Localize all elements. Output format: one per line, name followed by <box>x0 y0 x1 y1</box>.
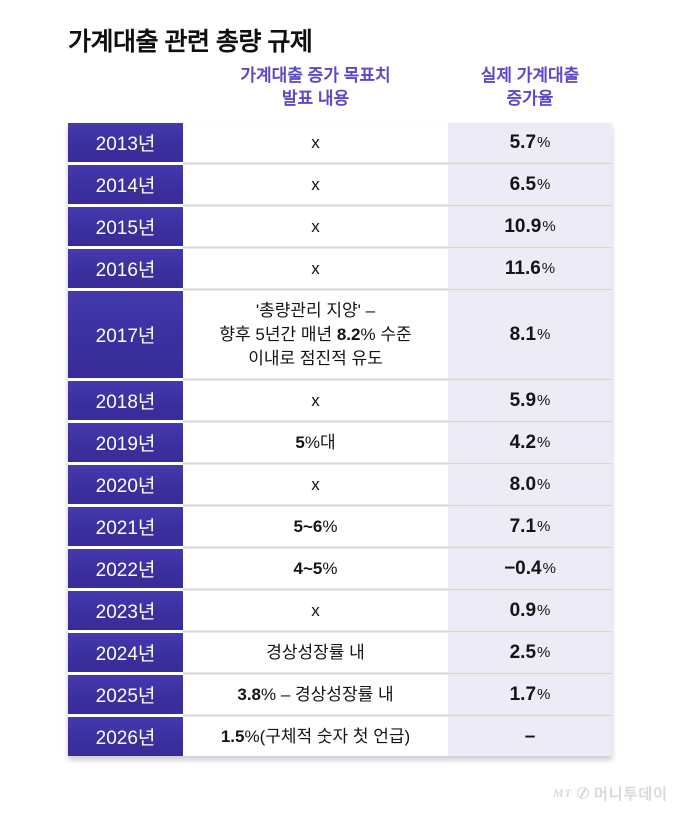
target-cell: 3.8% – 경상성장률 내 <box>183 675 448 714</box>
target-line: 5%대 <box>295 432 336 452</box>
regulation-table: 2013년 x 5.7% 2014년 x 6.5% 2015년 x 10.9% 2016년 x 11.… <box>68 123 612 756</box>
target-line: 3.8% – 경상성장률 내 <box>237 684 394 704</box>
table-row: 2015년 x 10.9% <box>68 207 612 246</box>
target-line: x <box>311 600 320 620</box>
table-row: 2022년 4~5% −0.4% <box>68 549 612 588</box>
column-header-actual-line2: 증가율 <box>506 89 554 108</box>
column-header-target-line1: 가계대출 증가 목표치 <box>240 66 391 85</box>
table-row: 2023년 x 0.9% <box>68 591 612 630</box>
row-divider <box>68 588 612 591</box>
row-divider <box>68 672 612 675</box>
target-line: x <box>311 390 320 410</box>
target-line: 1.5%(구체적 숫자 첫 언급) <box>220 726 411 746</box>
actual-rate-cell: −0.4% <box>448 549 612 588</box>
row-divider <box>68 246 612 249</box>
actual-rate-cell: 7.1% <box>448 507 612 546</box>
row-divider <box>68 462 612 465</box>
actual-rate-cell: 10.9% <box>448 207 612 246</box>
year-cell: 2021년 <box>68 507 183 546</box>
column-header-target-line2: 발표 내용 <box>281 89 350 108</box>
target-cell: 5%대 <box>183 423 448 462</box>
target-cell: x <box>183 591 448 630</box>
moneytoday-circle-icon <box>575 785 591 801</box>
table-row: 2025년 3.8% – 경상성장률 내 1.7% <box>68 675 612 714</box>
column-header-actual: 실제 가계대출 증가율 <box>448 64 612 110</box>
year-cell: 2015년 <box>68 207 183 246</box>
row-divider <box>68 504 612 507</box>
year-cell: 2018년 <box>68 381 183 420</box>
year-cell: 2019년 <box>68 423 183 462</box>
year-cell: 2017년 <box>68 291 183 378</box>
year-cell: 2022년 <box>68 549 183 588</box>
table-row: 2020년 x 8.0% <box>68 465 612 504</box>
target-line: x <box>311 216 320 236</box>
moneytoday-logo: MT 머니투데이 <box>553 783 668 803</box>
actual-rate-cell: 6.5% <box>448 165 612 204</box>
target-line: x <box>311 132 320 152</box>
target-line: x <box>311 174 320 194</box>
row-divider <box>68 378 612 381</box>
year-cell: 2026년 <box>68 717 183 756</box>
year-cell: 2023년 <box>68 591 183 630</box>
actual-rate-cell: 5.9% <box>448 381 612 420</box>
actual-rate-cell: 11.6% <box>448 249 612 288</box>
target-line: x <box>311 258 320 278</box>
target-cell: x <box>183 249 448 288</box>
target-line: x <box>311 474 320 494</box>
actual-rate-cell: 1.7% <box>448 675 612 714</box>
page-title: 가계대출 관련 총량 규제 <box>68 28 313 56</box>
row-divider <box>68 714 612 717</box>
target-cell: 경상성장률 내 <box>183 633 448 672</box>
target-cell: x <box>183 123 448 162</box>
table-row: 2016년 x 11.6% <box>68 249 612 288</box>
actual-rate-cell: 2.5% <box>448 633 612 672</box>
target-line: 4~5% <box>293 558 338 578</box>
year-cell: 2025년 <box>68 675 183 714</box>
actual-rate-cell: – <box>448 717 612 756</box>
row-divider <box>68 546 612 549</box>
year-cell: 2013년 <box>68 123 183 162</box>
row-divider <box>68 204 612 207</box>
target-cell: x <box>183 465 448 504</box>
table-row: 2021년 5~6% 7.1% <box>68 507 612 546</box>
target-line: 이내로 점진적 유도 <box>248 348 383 368</box>
target-cell: x <box>183 381 448 420</box>
moneytoday-wordmark: 머니투데이 <box>593 785 668 803</box>
target-line: '총량관리 지양' – <box>255 300 376 320</box>
actual-rate-cell: 8.1% <box>448 291 612 378</box>
row-divider <box>68 630 612 633</box>
year-cell: 2020년 <box>68 465 183 504</box>
actual-rate-cell: 4.2% <box>448 423 612 462</box>
column-header-actual-line1: 실제 가계대출 <box>480 66 580 85</box>
row-divider <box>68 420 612 423</box>
year-cell: 2014년 <box>68 165 183 204</box>
target-line: 향후 5년간 매년 8.2% 수준 <box>219 324 412 344</box>
target-line: 5~6% <box>293 516 338 536</box>
column-header-target: 가계대출 증가 목표치 발표 내용 <box>183 64 448 110</box>
year-cell: 2016년 <box>68 249 183 288</box>
target-cell: x <box>183 207 448 246</box>
table-row: 2018년 x 5.9% <box>68 381 612 420</box>
target-cell: x <box>183 165 448 204</box>
year-cell: 2024년 <box>68 633 183 672</box>
table-row: 2019년 5%대 4.2% <box>68 423 612 462</box>
target-line: 경상성장률 내 <box>266 642 365 662</box>
actual-rate-cell: 0.9% <box>448 591 612 630</box>
table-row: 2026년 1.5%(구체적 숫자 첫 언급) – <box>68 717 612 756</box>
target-cell: 4~5% <box>183 549 448 588</box>
mt-logo-text: MT <box>552 785 572 800</box>
table-row: 2014년 x 6.5% <box>68 165 612 204</box>
target-cell: 1.5%(구체적 숫자 첫 언급) <box>183 717 448 756</box>
actual-rate-cell: 5.7% <box>448 123 612 162</box>
target-cell: 5~6% <box>183 507 448 546</box>
row-divider <box>68 162 612 165</box>
table-row: 2013년 x 5.7% <box>68 123 612 162</box>
row-divider <box>68 288 612 291</box>
actual-rate-cell: 8.0% <box>448 465 612 504</box>
table-row: 2024년 경상성장률 내 2.5% <box>68 633 612 672</box>
